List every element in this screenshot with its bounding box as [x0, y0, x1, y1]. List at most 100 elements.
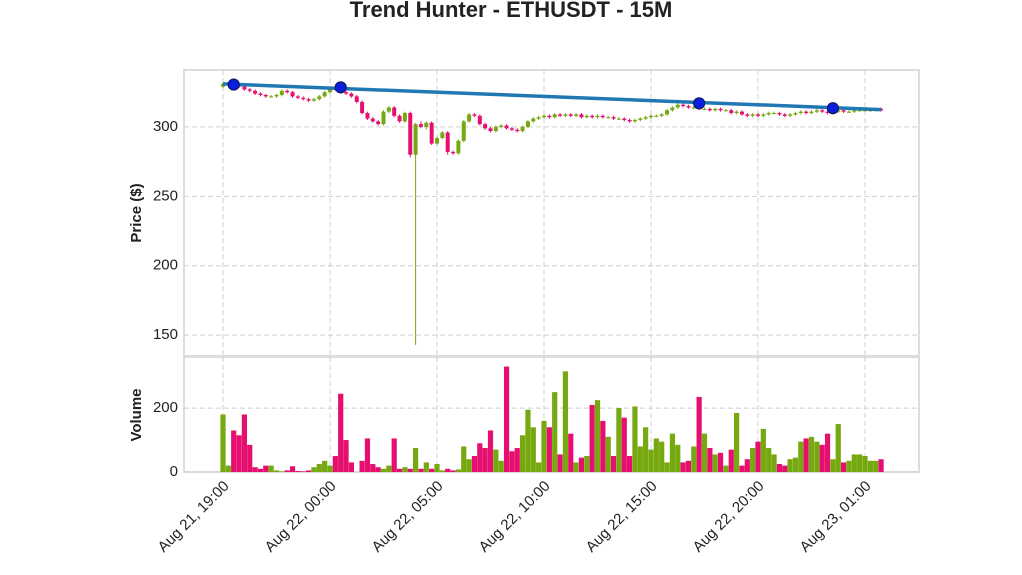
volume-bar — [364, 438, 371, 472]
candle-body — [579, 114, 584, 118]
candle-body — [322, 92, 327, 97]
candle-body — [777, 113, 782, 115]
y-tick-label: 250 — [153, 187, 178, 204]
volume-bar — [493, 449, 499, 472]
volume-bar — [701, 433, 708, 472]
touch-point — [334, 81, 347, 94]
candle-body — [493, 126, 498, 132]
candle-body — [739, 111, 744, 115]
candle-body — [424, 122, 429, 127]
volume-bar — [857, 454, 863, 472]
y-tick-label: 150 — [153, 326, 178, 343]
volume-bar — [776, 464, 782, 472]
volume-bar — [503, 366, 510, 472]
volume-bar — [348, 462, 354, 472]
volume-bar — [707, 448, 713, 472]
candle-body — [429, 122, 434, 144]
volume-bar — [659, 441, 665, 472]
candle-body — [654, 115, 659, 117]
candle-body — [825, 111, 830, 114]
volume-bar — [338, 393, 344, 472]
candle-body — [616, 118, 621, 120]
candle-body — [568, 114, 573, 116]
volume-bar — [530, 427, 536, 472]
volume-bar — [685, 460, 692, 472]
candle-body — [435, 138, 439, 144]
volume-bar — [851, 454, 857, 472]
candle-body — [558, 114, 563, 116]
volume-bar — [311, 467, 317, 472]
touch-point — [227, 78, 240, 91]
volume-bar — [841, 462, 847, 472]
volume-bar — [327, 465, 333, 472]
volume-bar — [792, 457, 799, 472]
candle-body — [820, 110, 825, 112]
volume-tick-label: 0 — [170, 463, 178, 480]
candle-body — [402, 113, 407, 122]
volume-bar — [295, 471, 301, 472]
candle-body — [376, 121, 381, 125]
candle-body — [536, 117, 541, 119]
candle-body — [622, 118, 627, 120]
volume-bar — [343, 440, 349, 472]
volume-bar — [846, 460, 852, 472]
volume-bar — [755, 441, 761, 472]
candle-body — [274, 94, 279, 97]
volume-bar — [450, 470, 456, 472]
volume-bar — [471, 456, 478, 472]
volume-bar — [573, 462, 579, 472]
candle-body — [520, 126, 525, 132]
candle-body — [258, 93, 263, 95]
candle-body — [483, 124, 488, 129]
volume-bar — [322, 460, 328, 472]
volume-bar — [862, 456, 868, 472]
candle-body — [788, 114, 793, 116]
x-tick-label: Aug 23, 01:00 — [797, 478, 875, 556]
volume-bar — [653, 438, 659, 472]
candle-body — [488, 128, 493, 132]
volume-bar — [723, 465, 729, 472]
volume-bar — [225, 465, 231, 472]
volume-bar — [734, 412, 740, 472]
candle-body — [756, 114, 760, 116]
volume-bar — [268, 465, 274, 472]
x-tick-label: Aug 22, 00:00 — [262, 478, 340, 556]
candle-body — [852, 110, 857, 112]
candle-body — [408, 113, 413, 155]
candle-body — [665, 110, 670, 115]
volume-bar — [878, 459, 884, 472]
volume-bar — [418, 468, 424, 472]
candle-body — [691, 107, 696, 109]
candle-body — [515, 129, 520, 132]
candle-body — [552, 114, 557, 118]
candle-body — [595, 115, 600, 118]
volume-bar — [231, 430, 237, 472]
volume-bar — [375, 467, 381, 472]
volume-bar — [680, 462, 686, 472]
candle-body — [477, 115, 482, 125]
candle-body — [863, 110, 867, 112]
candle-body — [606, 117, 611, 119]
candle-body — [649, 115, 653, 118]
volume-bar — [300, 471, 306, 472]
candle-body — [242, 86, 247, 90]
volume-bar — [273, 470, 280, 472]
candle-body — [632, 119, 637, 122]
volume-bar — [664, 462, 670, 472]
volume-bar — [648, 449, 654, 472]
candle-body — [311, 99, 316, 101]
candle-body — [766, 113, 771, 115]
candle-body — [381, 111, 386, 125]
volume-bar — [616, 408, 622, 472]
candle-body — [841, 110, 846, 112]
volume-bar — [787, 459, 793, 472]
price-panel — [183, 69, 920, 357]
volume-bar — [605, 436, 611, 472]
candle-body — [670, 107, 675, 111]
candle-body — [713, 108, 718, 111]
y-tick-label: 200 — [153, 257, 178, 274]
volume-bar — [514, 448, 520, 472]
volume-bar — [439, 470, 445, 472]
volume-bar — [578, 457, 585, 472]
candle-body — [584, 115, 589, 118]
